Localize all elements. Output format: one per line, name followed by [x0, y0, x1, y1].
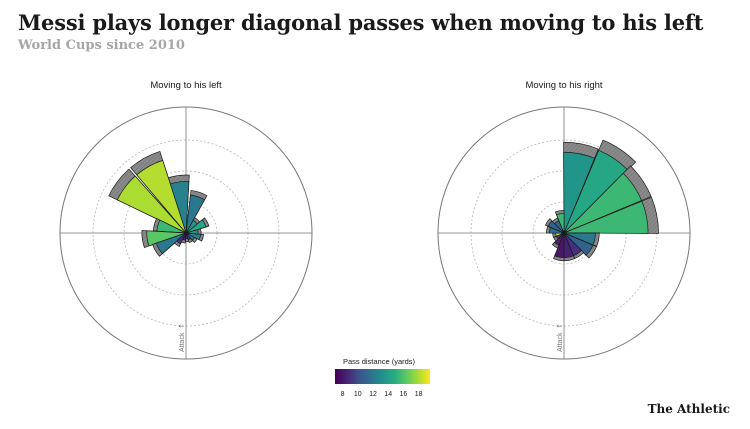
- polar-chart-right: Moving to his right Attack ↑: [437, 80, 691, 360]
- bar-pass-distance: [556, 212, 565, 234]
- bar-pass-distance: [554, 232, 565, 246]
- bar-pass-distance: [155, 232, 187, 255]
- legend-tick-label: 14: [384, 391, 392, 398]
- page-title: Messi plays longer diagonal passes when …: [18, 10, 704, 35]
- attack-indicator-right: Attack ↑: [556, 323, 564, 352]
- attack-arrow-right: ↑: [556, 323, 564, 329]
- brand-logo: The Athletic: [647, 402, 730, 416]
- attack-arrow-left: ↑: [178, 323, 186, 329]
- legend-title: Pass distance (yards): [343, 357, 416, 366]
- attack-label-right: Attack: [557, 332, 564, 352]
- legend-tick-label: 8: [341, 391, 345, 398]
- bar-pass-distance: [563, 151, 596, 234]
- bar-pass-distance: [185, 194, 206, 234]
- bar-pass-distance: [116, 175, 187, 234]
- chart-title-left: Moving to his left: [150, 80, 222, 91]
- bars-right: [544, 139, 659, 262]
- legend-tick-label: 10: [354, 391, 362, 398]
- bar-pass-distance: [185, 219, 207, 234]
- polar-chart-left: Moving to his left Attack ↑: [59, 80, 313, 360]
- chart-title-right: Moving to his right: [525, 80, 602, 91]
- bar-pass-distance: [563, 200, 649, 234]
- bar-pass-distance: [547, 220, 565, 234]
- legend-ticks: 8 10 12 14 16 18: [341, 391, 423, 398]
- legend-color-bar: [335, 369, 430, 384]
- bar-pass-distance: [146, 230, 187, 247]
- bar-pass-distance: [176, 232, 187, 245]
- bar-pass-distance: [563, 172, 643, 234]
- attack-indicator-left: Attack ↑: [178, 323, 186, 352]
- bar-pass-distance: [136, 159, 187, 234]
- page-subtitle: World Cups since 2010: [18, 38, 185, 53]
- legend-tick-label: 18: [415, 391, 423, 398]
- legend-tick-label: 16: [400, 391, 408, 398]
- bars-left: [108, 150, 210, 257]
- legend-tick-label: 12: [369, 391, 377, 398]
- attack-label-left: Attack: [179, 332, 186, 352]
- bar-pass-distance: [563, 232, 594, 256]
- color-legend: Pass distance (yards) 8 10 12 14 16 18: [335, 357, 430, 398]
